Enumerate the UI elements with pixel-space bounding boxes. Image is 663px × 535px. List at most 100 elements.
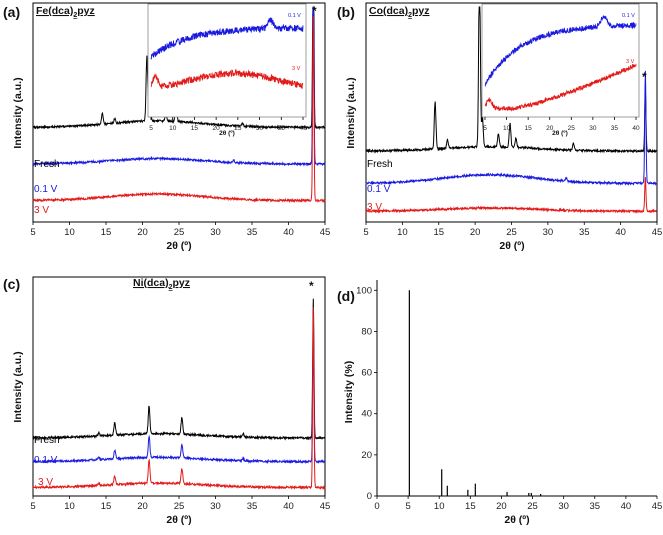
panel-a-inset-series-3v: [150, 68, 304, 90]
panel-c-letter: (c): [3, 276, 20, 292]
panel-a-label-01v: 0.1 V: [34, 184, 58, 195]
panel-c-xticks-label-0: 5: [30, 501, 35, 512]
panel-c: (c) Ni(dca)2pyz Intensity (a.u.) 2θ (º) …: [3, 276, 330, 526]
panel-d-ylabel: Intensity (%): [343, 361, 355, 423]
panel-d-xticks-label-4: 20: [496, 501, 507, 512]
panel-b-inset-series-3v: [484, 63, 637, 112]
panel-b-xticks-label-7: 40: [615, 227, 626, 238]
panel-c-title: Ni(dca)2pyz: [133, 277, 190, 291]
panel-a-series-01v: [32, 6, 326, 167]
panel-d-yticks-label-4: 80: [361, 326, 372, 337]
panel-b-inset-xlabel: 2θ (º): [552, 130, 568, 137]
panel-a-inset-xticks: 5 10 15 20 25 30 35 40: [149, 117, 307, 132]
panel-c-star: *: [309, 279, 314, 293]
panel-b-inset-xticks-label-4: 25: [568, 125, 576, 132]
panel-d-yticks-label-0: 0: [367, 491, 372, 502]
panel-d-yticks: 0 20 40 60 80 100: [356, 285, 377, 502]
panel-a-inset-label-3v: 3 V: [292, 66, 301, 72]
panel-a-xticks: 5 10 15 20 25 30 35 40 45: [30, 222, 330, 238]
panel-c-xticks: 5 10 15 20 25 30 35 40 45: [30, 496, 330, 512]
panel-d-xticks-label-9: 45: [652, 501, 663, 512]
panel-b: (b) Co(dca)2pyz Intensity (a.u.) 2θ (º) …: [337, 2, 662, 252]
panel-a-inset-xticks-label-1: 10: [169, 125, 177, 132]
panel-c-xticks-label-4: 25: [174, 501, 185, 512]
panel-b-inset-series-01v: [484, 15, 637, 88]
panel-a-xticks-label-0: 5: [30, 227, 35, 238]
panel-d-yticks-label-3: 60: [361, 368, 372, 379]
panel-b-plot: [365, 6, 658, 214]
panel-d-yticks-label-1: 20: [361, 450, 372, 461]
panel-c-frame: [32, 276, 326, 497]
panel-a-xticks-label-2: 15: [101, 227, 112, 238]
panel-a-inset-xticks-label-5: 30: [256, 125, 264, 132]
panel-d-xticks-label-0: 0: [374, 501, 379, 512]
panel-d-yticks-label-2: 40: [361, 409, 372, 420]
panel-b-xticks-label-0: 5: [363, 227, 368, 238]
panel-a-plot: [32, 6, 326, 204]
panel-a-inset-label-01v: 0.1 V: [288, 13, 301, 19]
panel-b-xticks-label-4: 25: [506, 227, 517, 238]
panel-b-inset-xticks-label-6: 35: [611, 125, 619, 132]
panel-b-ylabel: Intensity (a.u.): [345, 77, 357, 148]
panel-a-inset-xticks-label-3: 20: [213, 125, 221, 132]
panel-b-inset-xticks-label-1: 10: [503, 125, 511, 132]
panel-d-xticks-label-3: 15: [465, 501, 476, 512]
panel-c-series-3v: [32, 307, 326, 491]
panel-c-xticks-label-8: 45: [320, 501, 331, 512]
panel-b-inset-xticks-label-0: 5: [483, 125, 487, 132]
panel-b-inset-xticks-label-3: 20: [546, 125, 554, 132]
panel-c-xticks-label-1: 10: [64, 501, 75, 512]
panel-b-inset-label-3v: 3 V: [626, 59, 635, 65]
panel-a-xticks-label-4: 25: [174, 227, 185, 238]
panel-b-label-fresh: Fresh: [367, 159, 393, 170]
panel-a-inset-xticks-label-6: 35: [278, 125, 286, 132]
panel-c-series-01v: [32, 331, 326, 465]
panel-c-plot: [32, 298, 326, 491]
panel-a-inset-xticks-label-4: 25: [234, 125, 242, 132]
panel-b-xticks: 5 10 15 20 25 30 35 40 45: [363, 222, 662, 238]
panel-b-inset-xticks-label-2: 15: [525, 125, 533, 132]
panel-b-xticks-label-1: 10: [397, 227, 408, 238]
panel-a-inset-frame: [147, 3, 307, 118]
panel-d-letter: (d): [337, 288, 355, 304]
panel-b-inset-label-01v: 0.1 V: [622, 13, 635, 19]
panel-c-xlabel: 2θ (º): [166, 514, 191, 526]
panel-d-xticks-label-6: 30: [558, 501, 569, 512]
panel-a-label-3v: 3 V: [34, 205, 49, 216]
panel-c-xticks-label-5: 30: [210, 501, 221, 512]
panel-a-xticks-label-7: 40: [283, 227, 294, 238]
panel-a-xticks-label-3: 20: [137, 227, 148, 238]
panel-d-xticks-label-7: 35: [589, 501, 600, 512]
panel-c-xticks-label-7: 40: [283, 501, 294, 512]
panel-b-letter: (b): [337, 4, 355, 20]
panel-b-label-3v: 3 V: [367, 202, 382, 213]
panel-c-label-fresh: Fresh: [34, 435, 60, 446]
panel-a-xticks-label-8: 45: [320, 227, 331, 238]
panel-b-inset-frame: [481, 3, 640, 118]
panel-b-label-01v: 0.1 V: [367, 184, 391, 195]
panel-b-xticks-label-8: 45: [652, 227, 663, 238]
panel-a-ylabel: Intensity (a.u.): [12, 77, 24, 148]
panel-c-xticks-label-6: 35: [247, 501, 258, 512]
panel-b-star: *: [642, 70, 647, 84]
panel-b-series-fresh: [365, 6, 658, 154]
panel-a-letter: (a): [3, 4, 20, 20]
panel-a-inset: 0.1 V 3 V 5 10 15 20 25 30 35 40 2θ (º): [147, 3, 307, 137]
panel-b-xticks-label-3: 20: [470, 227, 481, 238]
panel-a-inset-xlabel: 2θ (º): [219, 130, 235, 137]
panel-c-ylabel: Intensity (a.u.): [12, 351, 24, 422]
panel-b-title: Co(dca)2pyz: [369, 5, 430, 19]
panel-b-series-3v: [365, 177, 658, 214]
panel-d-xticks-label-5: 25: [527, 501, 538, 512]
panel-d-xticks-label-8: 40: [621, 501, 632, 512]
panel-a-inset-xticks-label-0: 5: [149, 125, 153, 132]
panel-d-yticks-label-5: 100: [356, 285, 372, 296]
panel-b-inset-xticks: 5 10 15 20 25 30 35 40: [483, 117, 640, 132]
panel-d: (d) Intensity (%) 2θ (º) 0 5 10 15 20 25 30 35 4…: [337, 280, 662, 526]
panel-c-label-01v: 0.1 V: [34, 455, 58, 466]
panel-a-xticks-label-6: 35: [247, 227, 258, 238]
panel-c-label-3v: 3 V: [38, 477, 53, 488]
panel-a-xticks-label-1: 10: [64, 227, 75, 238]
panel-a-inset-xticks-label-2: 15: [191, 125, 199, 132]
